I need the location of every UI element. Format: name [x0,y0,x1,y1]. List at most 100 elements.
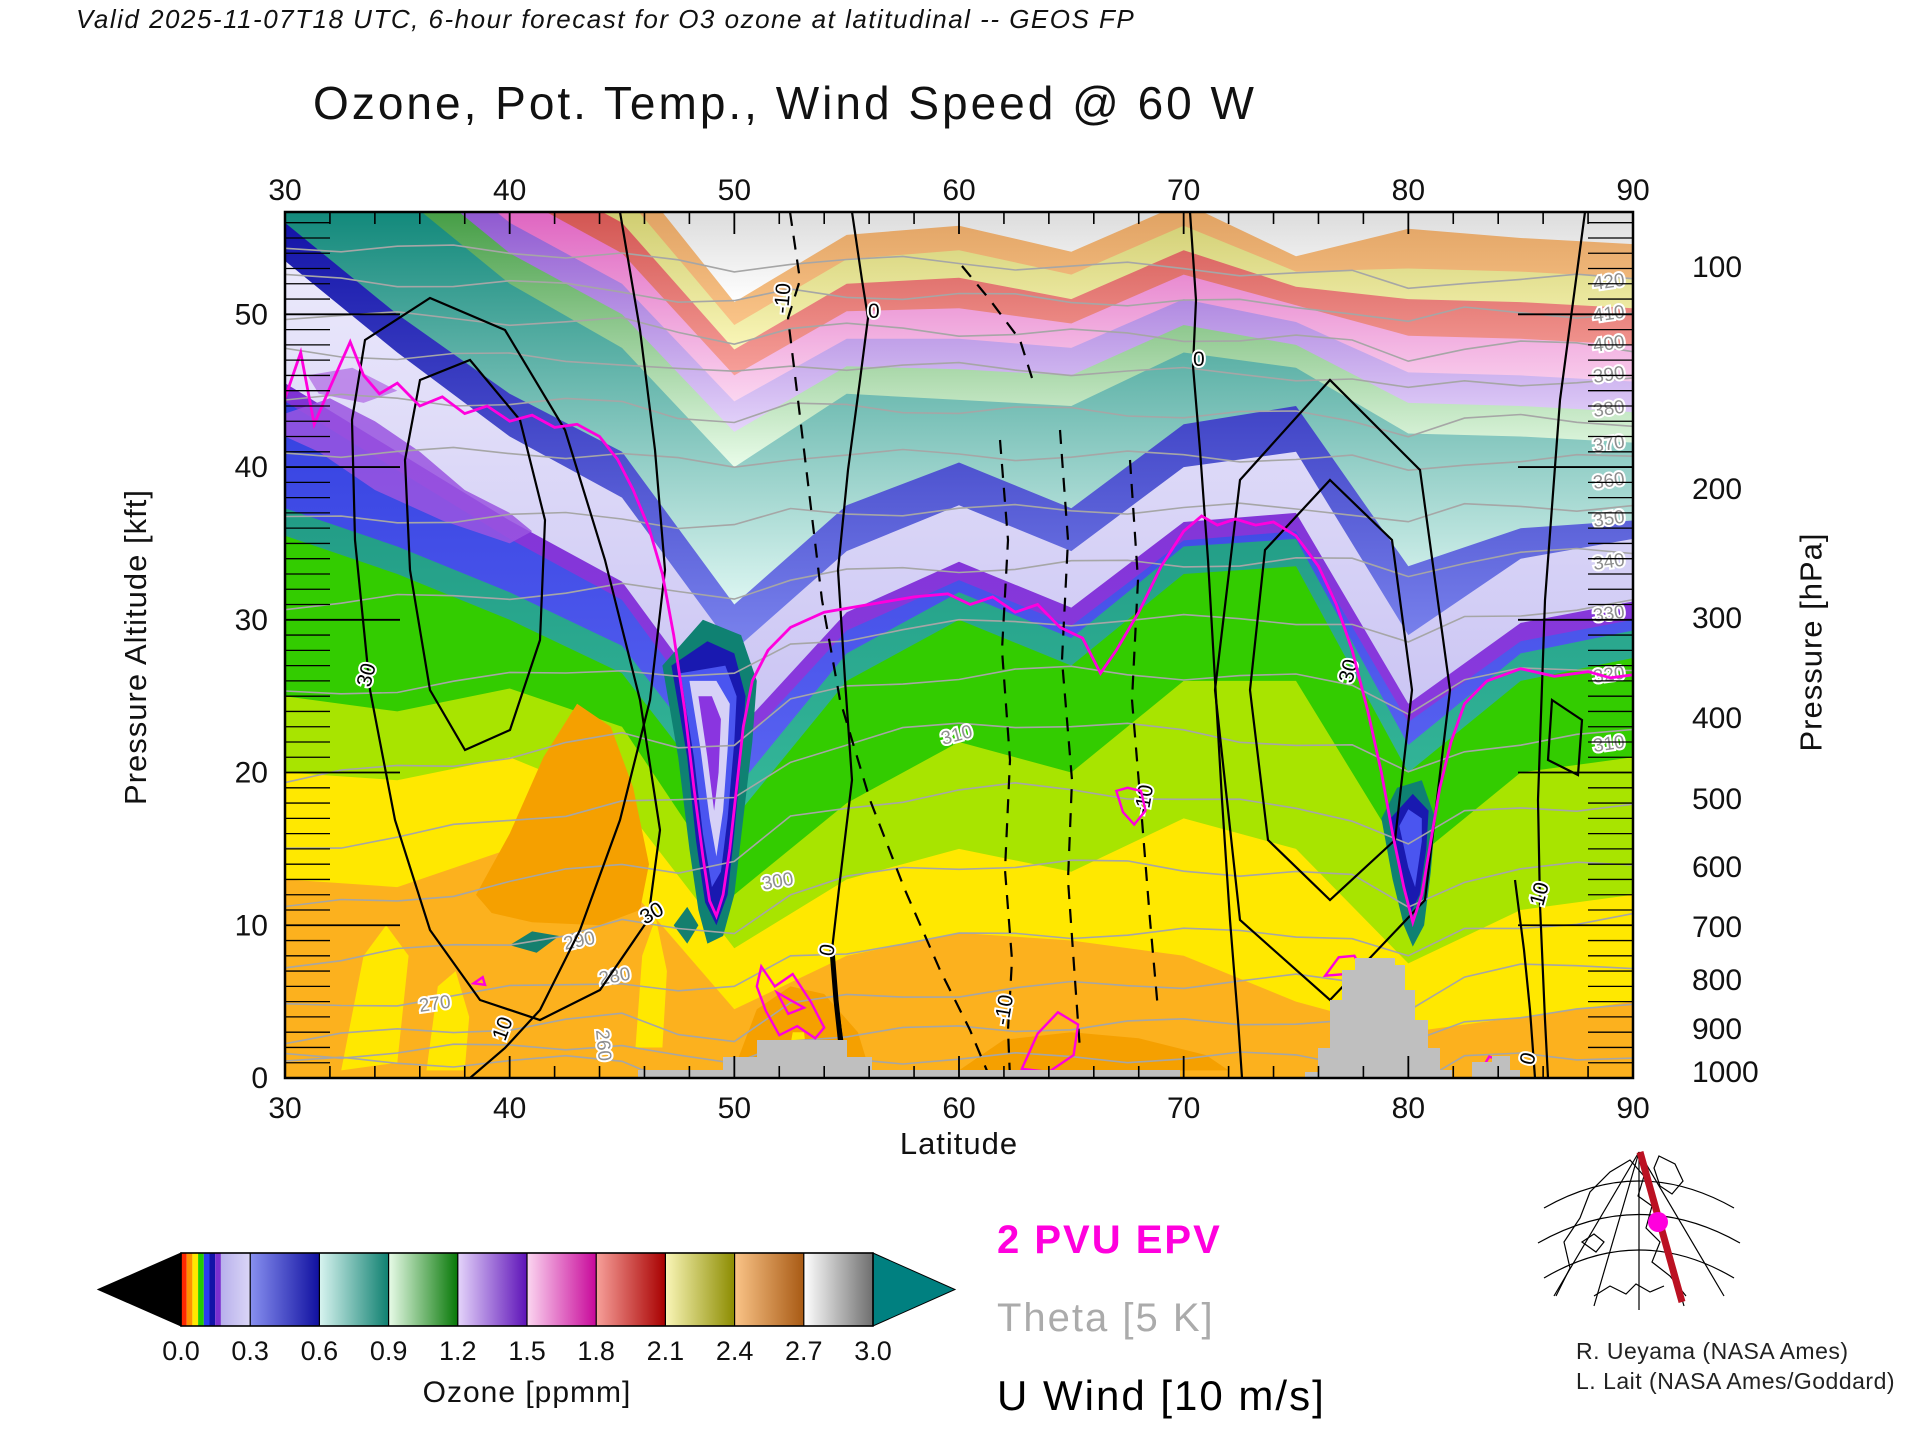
plot-label: 0 [251,1062,268,1095]
plot-shape [350,296,662,1022]
plot-label: 900 [1692,1013,1742,1046]
plot-shape [635,917,667,1048]
plot-label: 400 [1692,702,1742,735]
plot-label: 380 [1592,397,1626,422]
plot-label: 40 [493,174,526,207]
legend-pv-entry: 2 PVU EPV [997,1218,1222,1262]
plot-label: 600 [1692,851,1742,884]
plot-shape [250,1253,320,1326]
plot-label: 70 [1167,1092,1200,1125]
credit-line-2: L. Lait (NASA Ames/Goddard) [1576,1368,1896,1394]
plot-shape [285,347,1633,389]
plot-label: 370 [1592,432,1626,457]
plot-label: 800 [1692,964,1742,997]
plot-shape [803,1253,873,1326]
plot-shape [596,1253,666,1326]
plot-label: 60 [942,174,975,207]
plot-shape [829,949,844,1047]
plot-shape [180,1252,874,1327]
plot-shape [220,1253,251,1326]
plot-label: 40 [235,451,268,484]
colorbar-tick-0.9: 0.9 [369,1336,408,1366]
plot-shape [786,212,992,1078]
plot-shape [872,1252,957,1327]
plot-shape [457,1253,527,1326]
plot-shape [1305,958,1452,1078]
plot-shape [1653,1155,1684,1195]
legend-theta-entry: Theta [5 K] [997,1296,1215,1340]
colorbar-tick-2.4: 2.4 [715,1336,754,1366]
plot-shape [638,1040,1180,1078]
plot-label: 70 [1167,174,1200,207]
plot-label: 30 [268,1092,301,1125]
plot-label: 30 [235,604,268,637]
colorbar-tick-2.7: 2.7 [785,1336,823,1366]
plot-shape [285,722,1633,849]
credit-line-1: R. Ueyama (NASA Ames) [1576,1338,1849,1364]
plot-shape [1555,1159,1687,1297]
plot-shape [774,989,807,1016]
plot-shape [998,439,1014,1078]
plot-label: 10 [235,909,268,942]
plot-label: 310 [1592,732,1626,757]
plot-label: 1000 [1692,1056,1759,1089]
plot-shape [1513,879,1537,1078]
plot-shape [1128,459,1160,1011]
plot-shape [1472,1056,1520,1078]
colorbar-tick-1.8: 1.8 [577,1336,615,1366]
colorbar-tick-0.6: 0.6 [300,1336,339,1366]
plot-shape [1580,1233,1605,1253]
plot-shape [426,971,470,1071]
plot-shape [1638,1151,1725,1297]
plot-shape [1593,1283,1665,1297]
plot-label: 20 [235,757,268,790]
plot-shape [388,1253,458,1326]
colorbar-tick-0.3: 0.3 [231,1336,269,1366]
plot-shape [698,696,721,811]
plot-shape [527,1253,597,1326]
colorbar-tick-1.5: 1.5 [508,1336,546,1366]
plot-label: 90 [1616,174,1649,207]
plot-label: 80 [1392,1092,1425,1125]
plot-label: 260 [591,1029,615,1062]
plot-label: 300 [1692,602,1742,635]
plot-shape [203,1253,210,1326]
plot-label: 80 [1392,174,1425,207]
plot-label: 50 [718,174,751,207]
colorbar-title: Ozone [ppmm] [422,1376,632,1409]
plot-label: 500 [1692,783,1742,816]
plot-shape [469,212,667,1078]
plot-shape [181,1253,187,1326]
plot-shape [96,1252,182,1327]
colorbar-tick-1.2: 1.2 [439,1336,477,1366]
plot-label: 200 [1692,473,1742,506]
plot-label: 360 [1592,469,1626,494]
plot-shape [403,358,547,752]
plot-label: 50 [235,298,268,331]
plot-label: 420 [1592,270,1626,295]
plot-shape [1114,786,1147,827]
plot-label: 0 [868,300,880,323]
plot-shape [470,975,487,987]
plot-label: 30 [268,174,301,207]
plot-shape [673,906,699,944]
plot-shape [192,1253,199,1326]
colorbar-tick-0.0: 0.0 [162,1336,200,1366]
plot-shape [198,1253,204,1326]
plot-shape [1546,698,1584,777]
plot-label: 700 [1692,911,1742,944]
plot-shape [734,1253,804,1326]
plot-shape [665,1253,735,1326]
legend-wind-entry: U Wind [10 m/s] [997,1372,1326,1419]
plot-label: 340 [1592,550,1626,575]
plot-shape [1536,212,1587,1078]
plot-shape [476,703,649,926]
plot-shape [285,502,1633,530]
plot-shape [1188,212,1244,1078]
locator-map [1537,1151,1741,1310]
plot-label: 330 [1592,602,1626,627]
plot-shape [1593,1151,1640,1307]
colorbar-tick-3.0: 3.0 [854,1336,892,1366]
plot-label: 60 [942,1092,975,1125]
